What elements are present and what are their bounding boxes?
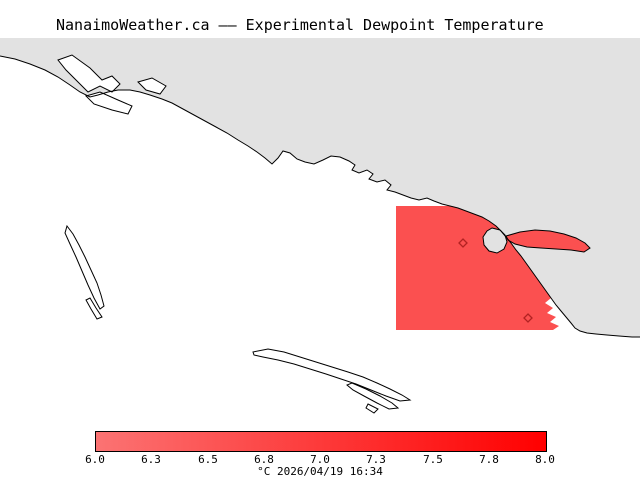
inlet-outline — [137, 77, 167, 95]
inlet-outline — [57, 54, 121, 93]
colorbar-gradient — [95, 431, 547, 452]
colorbar-tick-label: 7.5 — [423, 453, 443, 466]
colorbar-tick-label: 7.8 — [479, 453, 499, 466]
island-outline-bottom-tiny — [365, 403, 379, 414]
island-outline-bottom — [252, 348, 412, 402]
dewpoint-overlay-channel — [505, 229, 591, 253]
colorbar-tick-label: 6.0 — [85, 453, 105, 466]
colorbar-tick-label: 7.0 — [310, 453, 330, 466]
colorbar-tick-label: 6.3 — [141, 453, 161, 466]
station-marker — [458, 238, 468, 248]
mainland-landmass — [0, 38, 640, 337]
colorbar-caption: °C 2026/04/19 16:34 — [257, 465, 383, 478]
colorbar-tick-label: 8.0 — [535, 453, 555, 466]
colorbar-tick-label: 6.8 — [254, 453, 274, 466]
island-outline-left — [64, 224, 105, 310]
island-outline-bottom-second — [346, 382, 400, 410]
station-marker — [523, 313, 533, 323]
colorbar-tick-label: 6.5 — [198, 453, 218, 466]
page-title: NanaimoWeather.ca —— Experimental Dewpoi… — [56, 16, 544, 34]
inlet-outline — [85, 91, 133, 115]
colorbar-tick-label: 7.3 — [366, 453, 386, 466]
island-outline-left-small — [85, 297, 103, 320]
dewpoint-overlay-region — [396, 206, 559, 330]
coastline — [0, 55, 640, 338]
